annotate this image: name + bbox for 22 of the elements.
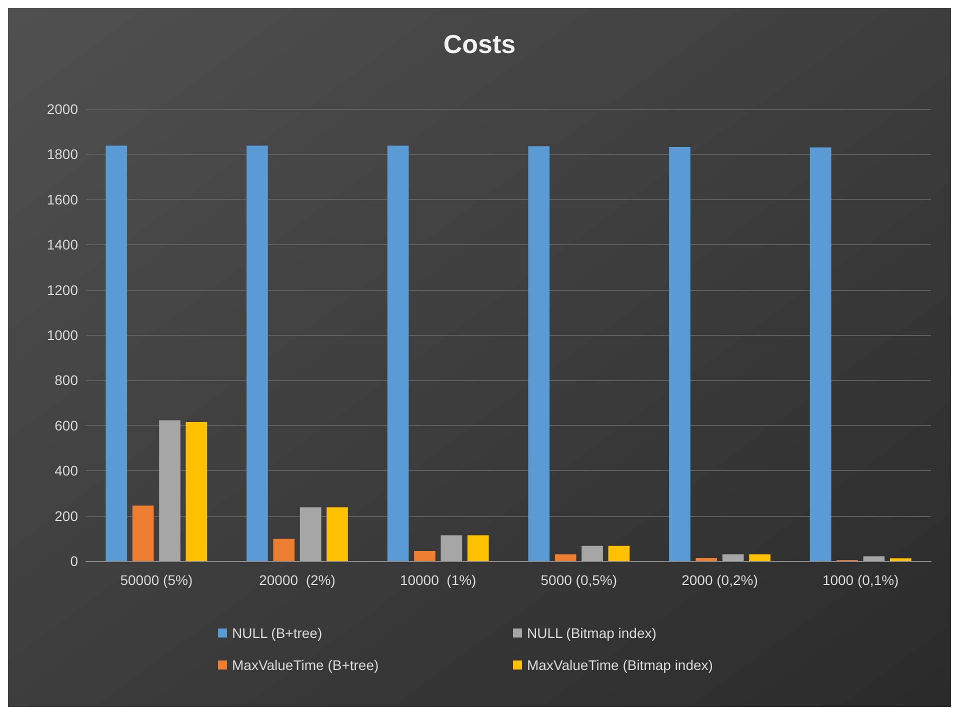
y-tick-label: 0 <box>70 553 78 569</box>
y-tick-label: 600 <box>54 417 78 434</box>
y-tick-label: 1400 <box>46 236 78 253</box>
legend-label: NULL (B+tree) <box>232 625 322 641</box>
legend-label: MaxValueTime (B+tree) <box>232 657 379 673</box>
y-tick-label: 1200 <box>46 282 78 298</box>
x-tick-label: 10000 (1%) <box>400 572 476 588</box>
y-tick-label: 1800 <box>46 146 78 162</box>
x-tick-label: 50000 (5%) <box>120 572 193 588</box>
y-tick-label: 1000 <box>46 327 78 343</box>
chart-title: Costs <box>443 29 516 59</box>
y-tick-label: 1600 <box>46 191 78 208</box>
y-tick-label: 200 <box>54 508 78 524</box>
x-tick-label: 20000 (2%) <box>259 572 336 588</box>
legend-label: NULL (Bitmap index) <box>527 625 656 641</box>
y-tick-label: 800 <box>54 372 78 388</box>
x-tick-label: 2000 (0,2%) <box>682 572 758 588</box>
x-tick-label: 1000 (0,1%) <box>822 572 899 588</box>
legend-label: MaxValueTime (Bitmap index) <box>527 657 713 673</box>
x-tick-label: 5000 (0,5%) <box>540 572 618 588</box>
y-tick-label: 2000 <box>46 101 78 117</box>
y-tick-label: 400 <box>54 462 78 479</box>
